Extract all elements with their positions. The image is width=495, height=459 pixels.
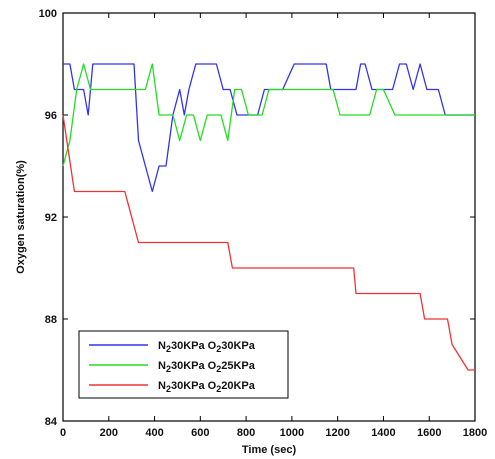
legend-label-2: N230KPa O225KPa	[158, 360, 256, 374]
y-tick-label: 96	[45, 110, 57, 122]
series-line-3	[62, 114, 475, 371]
x-tick-label: 600	[191, 427, 209, 439]
y-tick-label: 92	[45, 212, 57, 224]
y-tick-label: 88	[45, 314, 57, 326]
legend-text-part: N	[158, 340, 166, 352]
x-tick-label: 1200	[325, 427, 349, 439]
legend-text-part: 30KPa O	[171, 360, 217, 372]
x-axis-label: Time (sec)	[242, 444, 297, 456]
legend-label-3: N230KPa O220KPa	[158, 380, 256, 394]
legend-subscript: 2	[216, 344, 221, 354]
legend-text-part: 30KPa	[221, 340, 256, 352]
x-tick-label: 1800	[463, 427, 487, 439]
legend-text-part: 30KPa O	[171, 380, 217, 392]
x-tick-label: 800	[237, 427, 255, 439]
legend-subscript: 2	[216, 364, 221, 374]
legend-text-part: 30KPa O	[171, 340, 217, 352]
x-tick-label: 1000	[280, 427, 304, 439]
series-lines	[62, 63, 475, 371]
legend-text-part: N	[158, 360, 166, 372]
legend-label-1: N230KPa O230KPa	[158, 340, 256, 354]
x-tick-label: 200	[100, 427, 118, 439]
legend-text-part: N	[158, 380, 166, 392]
y-tick-label: 100	[39, 8, 57, 20]
legend-subscript: 2	[166, 384, 171, 394]
x-axis-ticks: 0 200 400 600 800 1000 1200 1400 1600 1800	[60, 13, 487, 439]
x-tick-label: 1600	[417, 427, 441, 439]
x-tick-label: 400	[145, 427, 163, 439]
legend-subscript: 2	[166, 364, 171, 374]
y-tick-label: 84	[45, 416, 58, 428]
x-tick-label: 1400	[371, 427, 395, 439]
y-axis-label: Oxygen saturation(%)	[15, 160, 27, 274]
y-axis-ticks: 84 88 92 96 100	[39, 8, 475, 428]
series-line-2	[62, 63, 475, 167]
legend-subscript: 2	[216, 384, 221, 394]
legend-text-part: 20KPa	[221, 380, 256, 392]
x-tick-label: 0	[60, 427, 66, 439]
legend-text-part: 25KPa	[221, 360, 256, 372]
legend-subscript: 2	[166, 344, 171, 354]
